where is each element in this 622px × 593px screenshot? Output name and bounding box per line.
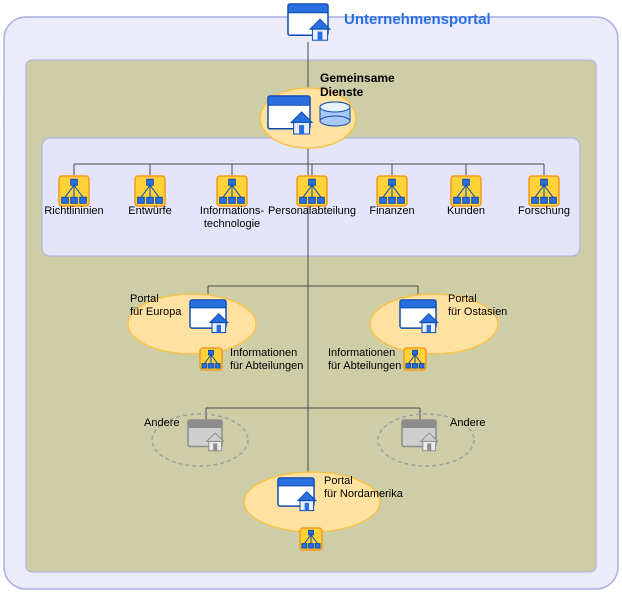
- portal-asia-label: Portal: [448, 293, 477, 305]
- portal-other-right-label: Andere: [450, 417, 485, 429]
- shared-services-label: Dienste: [320, 85, 364, 99]
- dept-node: Entwürfe: [128, 176, 171, 217]
- dept-label: Richtlininien: [44, 205, 103, 217]
- portal-europe-label: Portal: [130, 293, 159, 305]
- portal-europe-sublabel: Informationen: [230, 347, 297, 359]
- portal-asia-sublabel: für Abteilungen: [328, 360, 401, 372]
- shared-services-label: Gemeinsame: [320, 71, 395, 85]
- dept-node: Kunden: [447, 176, 485, 217]
- dept-label: technologie: [204, 218, 260, 230]
- portal-europe-label: für Europa: [130, 306, 182, 318]
- portal-other-right: [402, 420, 438, 451]
- title-node: [288, 4, 330, 40]
- portal-other-left: [188, 420, 224, 451]
- dept-label: Personalabteilung: [268, 205, 356, 217]
- page-title: Unternehmensportal: [344, 11, 491, 28]
- portal-asia-label: für Ostasien: [448, 306, 507, 318]
- portal-europe-sublabel: für Abteilungen: [230, 360, 303, 372]
- dept-label: Kunden: [447, 205, 485, 217]
- dept-label: Entwürfe: [128, 205, 171, 217]
- portal-america-label: für Nordamerika: [324, 488, 404, 500]
- dept-label: Finanzen: [369, 205, 414, 217]
- dept-label: Informations-: [200, 205, 265, 217]
- portal-other-left-label: Andere: [144, 417, 179, 429]
- portal-america-label: Portal: [324, 475, 353, 487]
- dept-label: Forschung: [518, 205, 570, 217]
- portal-asia-sublabel: Informationen: [328, 347, 395, 359]
